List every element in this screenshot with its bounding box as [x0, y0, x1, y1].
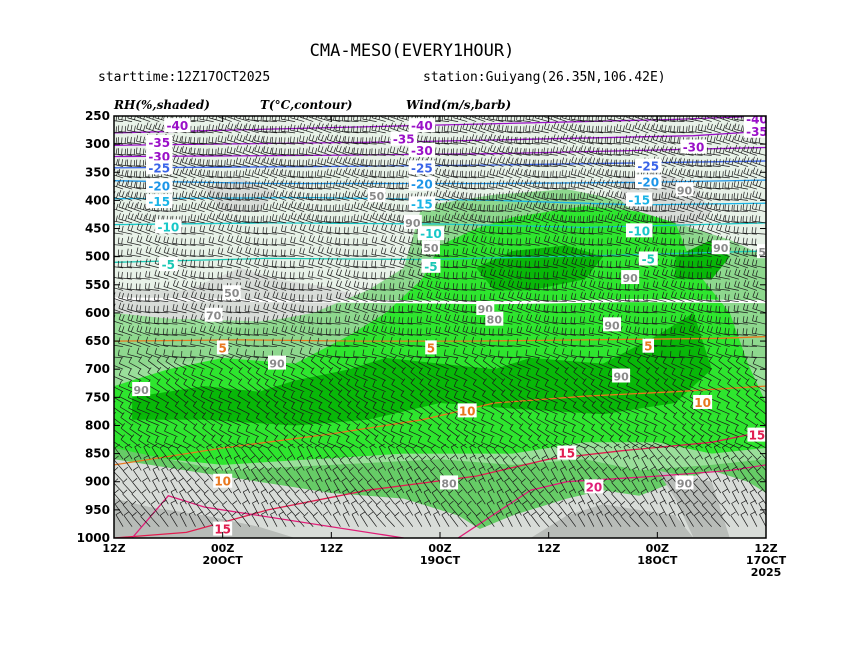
y-tick-label: 800 [85, 418, 110, 432]
temp-label: -20 [148, 179, 170, 193]
temp-label: -15 [628, 193, 650, 207]
rh-label: 50 [423, 242, 439, 255]
wind-barb-803 [100, 238, 114, 245]
temp-label: 20 [586, 480, 603, 494]
rh-label: 80 [441, 477, 457, 490]
y-tick-label: 300 [85, 137, 110, 151]
temp-label: -40 [411, 119, 433, 133]
temp-label: 10 [459, 404, 476, 418]
wind-barb-73 [100, 126, 114, 133]
temp-label: -5 [642, 252, 655, 266]
temp-label: 5 [427, 341, 435, 355]
temp-label: 5 [644, 340, 652, 354]
rh-label: 90 [713, 242, 729, 255]
rh-label: 90 [134, 384, 150, 397]
cross-section-figure: CMA-MESO(EVERY1HOUR) starttime:12Z17OCT2… [0, 0, 844, 652]
start-time: starttime:12Z17OCT2025 [98, 70, 270, 85]
temp-label: -40 [167, 119, 189, 133]
wind-header: Wind(m/s,barb) [406, 98, 511, 112]
temp-label: -10 [628, 224, 650, 238]
temp-label: -20 [637, 175, 659, 189]
y-tick-label: 550 [85, 278, 110, 292]
x-tick-label: 12Z [102, 542, 125, 555]
rh-label: 90 [604, 319, 620, 332]
temp-label: -5 [162, 258, 175, 272]
rh-label: 70 [206, 310, 222, 323]
chart-title: CMA-MESO(EVERY1HOUR) [310, 41, 515, 61]
y-tick-label: 500 [85, 250, 110, 264]
y-tick-label: 350 [85, 165, 110, 179]
y-tick-label: 700 [85, 362, 110, 376]
rh-header: RH(%,shaded) [113, 98, 210, 112]
temp-label: 10 [694, 396, 711, 410]
temp-label: -30 [411, 144, 433, 158]
x-tick-label: 12Z [320, 542, 343, 555]
temp-label: -25 [148, 161, 170, 175]
x-tick-label: 19OCT [420, 554, 461, 567]
wind-barb-1168 [101, 291, 114, 301]
temp-label: 15 [749, 429, 766, 443]
rh-label: 80 [487, 314, 503, 327]
temp-label: -20 [411, 178, 433, 192]
x-tick-label: 2025 [751, 566, 782, 579]
x-tick-label: 20OCT [203, 554, 244, 567]
temp-label: -5 [424, 260, 437, 274]
plot-area: 907050905090509080809090905090905090-40-… [100, 111, 775, 538]
y-tick-label: 400 [85, 193, 110, 207]
rh-label: 90 [269, 358, 285, 371]
temp-label: -30 [683, 141, 705, 155]
rh-label: 90 [613, 371, 629, 384]
y-tick-label: 650 [85, 334, 110, 348]
temp-label: -10 [157, 220, 179, 234]
temp-label: -35 [746, 125, 768, 139]
temperature-header: T(°C,contour) [260, 98, 352, 112]
y-tick-label: 900 [85, 475, 110, 489]
y-tick-label: 600 [85, 306, 110, 320]
rh-label: 50 [224, 287, 240, 300]
wind-barb-438 [101, 179, 114, 189]
temp-label: 10 [214, 475, 231, 489]
rh-label: 90 [677, 477, 693, 490]
temp-label: -15 [148, 195, 170, 209]
rh-label: 90 [677, 184, 693, 197]
temp-label: -25 [637, 160, 659, 174]
x-tick-label: 18OCT [637, 554, 678, 567]
temp-label: -15 [411, 197, 433, 211]
rh-label: 50 [369, 190, 385, 203]
temp-label: 15 [558, 447, 575, 461]
y-tick-label: 950 [85, 503, 110, 517]
y-tick-label: 450 [85, 222, 110, 236]
y-tick-label: 850 [85, 447, 110, 461]
rh-label: 90 [623, 272, 639, 285]
x-tick-label: 12Z [537, 542, 560, 555]
y-tick-label: 250 [85, 109, 110, 123]
temp-label: -10 [420, 227, 442, 241]
temp-label: -25 [411, 161, 433, 175]
wind-barb-1533 [100, 351, 114, 358]
y-tick-label: 750 [85, 390, 110, 404]
temp-label: 5 [218, 341, 226, 355]
station-info: station:Guiyang(26.35N,106.42E) [423, 70, 666, 85]
temp-label: -35 [148, 136, 170, 150]
